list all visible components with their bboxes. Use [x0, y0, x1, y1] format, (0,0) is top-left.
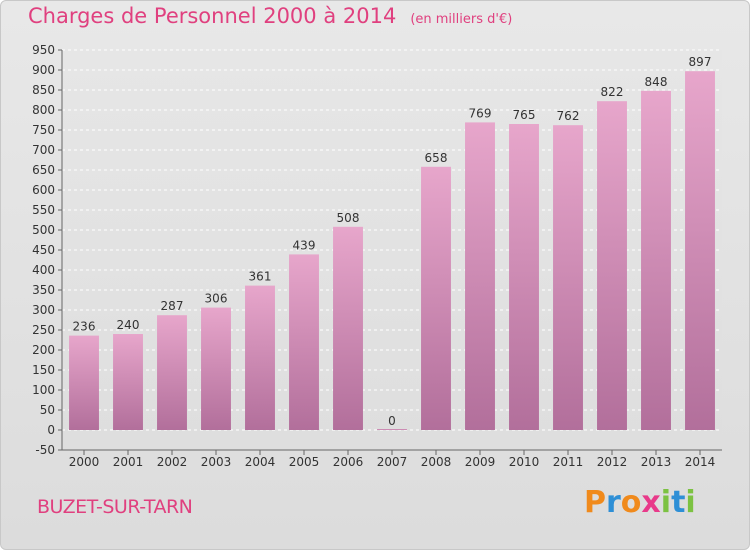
- data-label: 765: [513, 108, 536, 122]
- logo-letter: i: [685, 485, 696, 520]
- data-label: 0: [388, 414, 396, 428]
- bar-2003: [201, 307, 231, 430]
- chart-subtitle: (en milliers d'€): [410, 12, 513, 27]
- logo-letter: i: [660, 485, 672, 520]
- data-label: 287: [161, 299, 184, 313]
- x-tick-label: 2003: [201, 455, 232, 469]
- bar-2000: [69, 335, 99, 430]
- axes: -50 0 50 100 150 200 250 300 350 400 450 500 550 600 6…: [32, 43, 722, 469]
- proxiti-logo: Proxiti: [584, 485, 696, 520]
- x-tick-label: 2010: [509, 455, 540, 469]
- logo-letter: x: [641, 485, 661, 520]
- x-tick-label: 2008: [421, 455, 452, 469]
- x-tick-label: 2001: [113, 455, 144, 469]
- x-tick-label: 2013: [641, 455, 672, 469]
- x-tick-label: 2011: [553, 455, 584, 469]
- data-label: 306: [205, 292, 228, 306]
- x-tick-label: 2007: [377, 455, 408, 469]
- y-tick-label: 500: [32, 223, 55, 237]
- x-tick-label: 2006: [333, 455, 364, 469]
- logo-letter: t: [671, 485, 686, 520]
- bar-2006: [333, 226, 363, 430]
- y-tick-label: 650: [32, 163, 55, 177]
- data-label: 439: [293, 238, 316, 252]
- chart-header: Charges de Personnel 2000 à 2014 (en mill…: [28, 4, 512, 28]
- bar-2004: [245, 285, 275, 430]
- logo-letter: r: [606, 485, 621, 520]
- data-label: 762: [557, 109, 580, 123]
- data-labels: 236 240 287 306 361 439 508 0 658 769 765 762 822 848…: [73, 55, 712, 428]
- bar-2005: [289, 254, 319, 430]
- y-tick-label: 950: [32, 43, 55, 57]
- x-tick-label: 2000: [69, 455, 100, 469]
- y-tick-label: 250: [32, 323, 55, 337]
- bar-2008: [421, 166, 451, 431]
- logo-letter: P: [584, 485, 606, 520]
- bar-2010: [509, 124, 539, 430]
- commune-name: BUZET-SUR-TARN: [37, 496, 193, 518]
- logo-letter: o: [620, 485, 642, 520]
- y-tick-label: 450: [32, 243, 55, 257]
- y-tick-label: 100: [32, 383, 55, 397]
- x-tick-label: 2005: [289, 455, 320, 469]
- x-tick-label: 2002: [157, 455, 188, 469]
- y-tick-label: 350: [32, 283, 55, 297]
- y-tick-label: 300: [32, 303, 55, 317]
- bar-2012: [597, 101, 627, 430]
- y-tick-label: 550: [32, 203, 55, 217]
- bar-2011: [553, 125, 583, 430]
- x-tick-label: 2014: [685, 455, 716, 469]
- y-tick-label: 750: [32, 123, 55, 137]
- data-label: 822: [601, 85, 624, 99]
- y-tick-label: 400: [32, 263, 55, 277]
- y-tick-label: 700: [32, 143, 55, 157]
- data-label: 897: [689, 55, 712, 69]
- bar-2002: [157, 315, 187, 430]
- data-label: 848: [645, 75, 668, 89]
- bar-2014: [685, 71, 715, 430]
- bar-2007: [377, 429, 407, 430]
- y-tick-label: 600: [32, 183, 55, 197]
- bars: [69, 71, 715, 431]
- y-tick-label: 200: [32, 343, 55, 357]
- x-tick-label: 2012: [597, 455, 628, 469]
- x-tick-label: 2009: [465, 455, 496, 469]
- data-label: 658: [425, 151, 448, 165]
- y-tick-label: 0: [47, 423, 55, 437]
- y-tick-label: 50: [40, 403, 55, 417]
- x-tick-label: 2004: [245, 455, 276, 469]
- data-label: 769: [469, 106, 492, 120]
- data-label: 236: [73, 320, 96, 334]
- y-tick-label: 850: [32, 83, 55, 97]
- y-tick-label: 800: [32, 103, 55, 117]
- data-label: 240: [117, 318, 140, 332]
- data-label: 361: [249, 270, 272, 284]
- chart-title: Charges de Personnel 2000 à 2014: [28, 4, 397, 28]
- bar-2009: [465, 122, 495, 431]
- bar-2013: [641, 90, 671, 431]
- y-tick-label: -50: [35, 443, 55, 457]
- bar-2001: [113, 334, 143, 430]
- data-label: 508: [337, 211, 360, 225]
- y-tick-label: 900: [32, 63, 55, 77]
- y-tick-label: 150: [32, 363, 55, 377]
